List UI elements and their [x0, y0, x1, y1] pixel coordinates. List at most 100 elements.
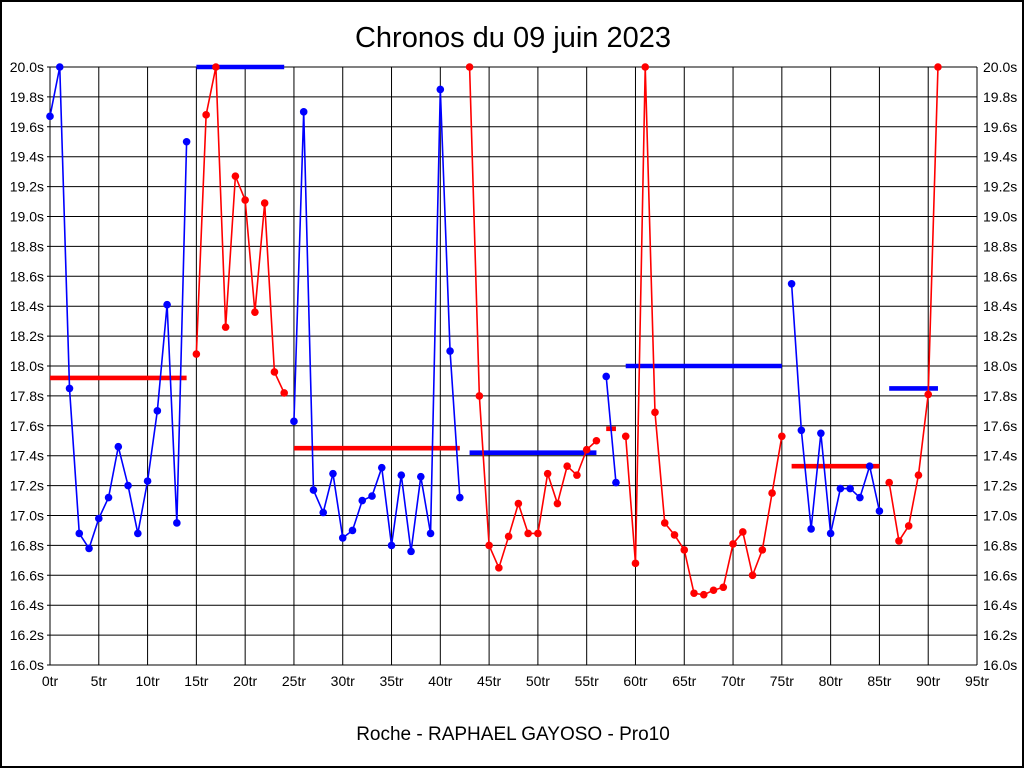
blue-lap-point: [446, 347, 454, 355]
red-lap-point: [699, 590, 708, 599]
red-lap-point: [543, 469, 552, 478]
blue-lap-point: [797, 426, 806, 435]
red-lap-point: [904, 522, 913, 530]
x-tick-label: 65tr: [672, 673, 696, 689]
red-lap-point: [895, 537, 903, 545]
blue-lap-point: [143, 477, 152, 485]
blue-lap-point: [182, 137, 191, 146]
red-lap-point: [524, 529, 532, 538]
red-lap-point: [485, 541, 493, 550]
y-tick-label-right: 16.8s: [983, 537, 1017, 553]
blue-driver-series: [46, 63, 884, 556]
y-tick-label-left: 19.2s: [10, 179, 44, 195]
blue-stint-line: [790, 283, 881, 534]
x-tick-label: 20tr: [233, 673, 257, 689]
blue-lap-point: [299, 108, 308, 116]
red-lap-point: [914, 471, 923, 479]
blue-lap-point: [55, 63, 64, 71]
y-tick-label-right: 17.0s: [983, 508, 1017, 524]
red-lap-point: [719, 583, 728, 592]
y-tick-label-right: 19.4s: [983, 149, 1017, 165]
x-tick-label: 45tr: [477, 673, 501, 689]
blue-lap-point: [368, 492, 376, 500]
red-lap-point: [670, 531, 679, 539]
red-lap-point: [924, 390, 933, 399]
y-tick-label-left: 18.8s: [10, 238, 44, 254]
blue-lap-point: [309, 486, 318, 494]
y-tick-label-left: 18.0s: [10, 358, 44, 374]
blue-lap-point: [865, 462, 874, 470]
red-lap-point: [221, 323, 230, 331]
y-tick-label-right: 19.0s: [983, 209, 1017, 225]
blue-lap-point: [875, 507, 884, 515]
x-tick-label: 70tr: [721, 673, 745, 689]
x-tick-label: 35tr: [379, 673, 403, 689]
red-lap-point: [768, 489, 776, 497]
red-lap-point: [651, 408, 659, 417]
y-tick-label-right: 16.4s: [983, 597, 1017, 613]
red-stint-line: [888, 66, 939, 544]
y-tick-label-right: 19.2s: [983, 179, 1017, 195]
x-tick-label: 50tr: [526, 673, 550, 689]
y-tick-label-left: 16.8s: [10, 537, 44, 553]
red-lap-point: [631, 559, 640, 568]
blue-lap-point: [377, 463, 386, 472]
y-tick-label-left: 16.6s: [10, 567, 44, 583]
red-driver-series: [192, 63, 942, 599]
y-tick-label-left: 16.4s: [10, 597, 44, 613]
red-lap-point: [885, 478, 893, 487]
red-lap-point: [534, 529, 542, 538]
blue-lap-point: [338, 534, 347, 542]
x-tick-label: 10tr: [136, 673, 160, 689]
y-tick-label-left: 17.8s: [10, 388, 44, 404]
y-tick-label-right: 17.6s: [983, 418, 1017, 434]
blue-lap-point: [358, 496, 367, 505]
blue-lap-point: [417, 472, 425, 481]
x-tick-label: 0tr: [42, 673, 59, 689]
red-lap-point: [582, 445, 591, 454]
x-axis-labels: 0tr 5tr 10tr 15tr 20tr 25tr 30tr 35tr 40tr 45tr 50…: [42, 673, 990, 689]
x-tick-label: 75tr: [770, 673, 794, 689]
x-tick-label: 95tr: [965, 673, 989, 689]
y-tick-label-left: 17.0s: [10, 508, 44, 524]
blue-lap-point: [290, 417, 298, 426]
blue-lap-point: [94, 514, 103, 523]
red-lap-point: [495, 564, 503, 572]
blue-lap-point: [787, 279, 796, 288]
y-axis-labels-right: 20.0s 19.8s 19.6s 19.4s 19.2s 19.0s 18.8s 18.6s…: [983, 59, 1017, 673]
blue-lap-point: [826, 529, 835, 538]
blue-lap-point: [46, 112, 54, 121]
chart-title: Chronos du 09 juin 2023: [355, 22, 671, 54]
x-tick-label: 30tr: [331, 673, 355, 689]
red-lap-point: [280, 389, 288, 397]
blue-lap-point: [436, 85, 445, 94]
x-tick-label: 80tr: [819, 673, 843, 689]
blue-lap-point: [153, 407, 162, 415]
blue-lap-point: [348, 526, 357, 535]
y-tick-label-right: 16.2s: [983, 627, 1017, 643]
red-lap-point: [212, 63, 220, 71]
red-lap-point: [641, 63, 650, 71]
blue-lap-point: [134, 529, 142, 538]
y-tick-label-right: 18.8s: [983, 238, 1017, 254]
y-tick-label-right: 17.4s: [983, 448, 1017, 464]
y-tick-label-left: 19.6s: [10, 119, 44, 135]
red-lap-point: [739, 528, 747, 536]
red-lap-point: [748, 571, 757, 580]
y-tick-label-left: 17.6s: [10, 418, 44, 434]
x-tick-label: 15tr: [184, 673, 208, 689]
y-tick-label-right: 17.2s: [983, 478, 1017, 494]
y-tick-label-right: 18.0s: [983, 358, 1017, 374]
red-lap-point: [251, 308, 259, 316]
red-lap-point: [729, 540, 737, 548]
blue-lap-point: [807, 525, 815, 533]
red-lap-point: [680, 546, 689, 554]
blue-lap-point: [75, 529, 84, 538]
y-tick-label-left: 17.2s: [10, 478, 44, 494]
red-lap-point: [573, 471, 581, 479]
red-lap-point: [504, 532, 513, 541]
blue-lap-point: [456, 493, 464, 502]
blue-lap-point: [602, 372, 610, 381]
y-tick-label-left: 19.8s: [10, 89, 44, 105]
